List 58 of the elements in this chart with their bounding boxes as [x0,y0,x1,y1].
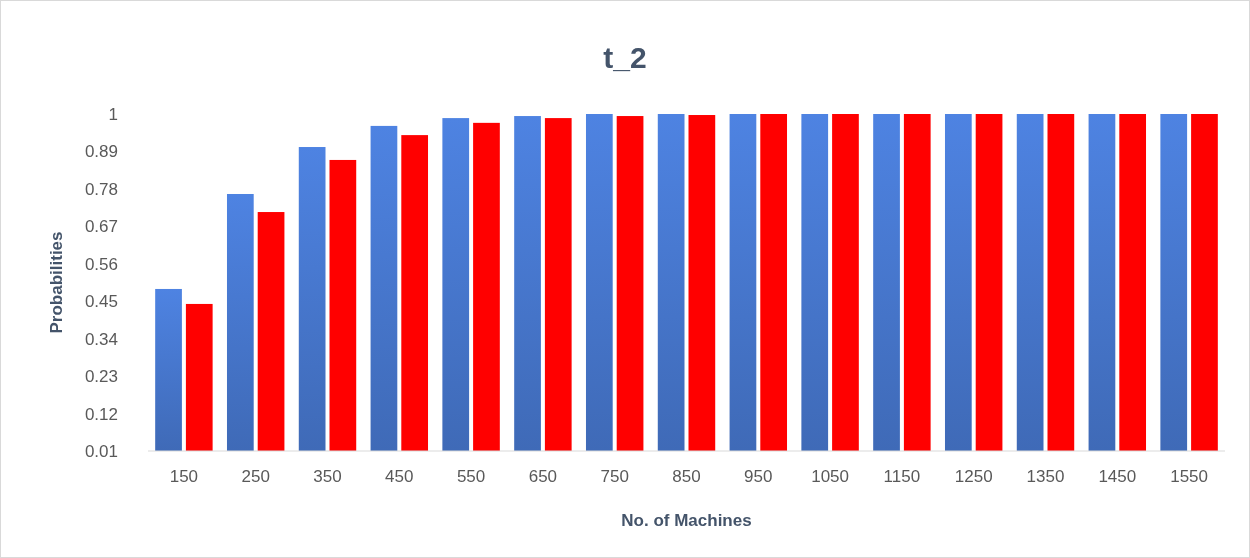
y-tick-label: 0.89 [84,142,118,162]
bar [1160,114,1188,451]
x-tick-label: 1350 [1026,467,1065,486]
bar [155,288,182,451]
y-tick-label: 0.67 [84,217,118,237]
y-tick-label: 0.78 [84,179,118,199]
bar [1016,114,1044,451]
bar [657,114,685,451]
x-tick-label: 750 [600,467,629,486]
bar [442,118,470,451]
y-tick-label: 0.01 [84,441,118,461]
y-tick-label: 0.45 [84,292,118,312]
y-tick-label: 0.56 [84,254,118,274]
bar [903,114,931,451]
y-axis-title: Probabilities [47,231,66,334]
x-tick-label: 650 [528,467,558,486]
x-tick-label: 250 [241,467,270,486]
bar [185,303,213,451]
bar [401,135,429,451]
bar [801,114,829,451]
bar [226,194,254,451]
bar [873,114,900,451]
y-tick-label: 1 [108,104,118,124]
x-tick-label: 850 [672,467,701,486]
x-tick-label: 1250 [954,467,993,486]
bar [1119,114,1147,451]
x-tick-label: 150 [169,467,199,486]
bar [473,122,500,451]
bar [514,116,541,451]
y-tick-label: 0.12 [84,404,118,424]
bar [544,118,572,451]
x-tick-label: 450 [385,467,414,486]
bar [832,114,859,451]
x-tick-label: 1050 [811,467,850,486]
bar [944,114,972,451]
chart-title: t_2 [603,41,647,74]
bar [1047,114,1075,451]
x-tick-label: 1450 [1098,467,1137,486]
y-tick-label: 0.34 [84,329,118,349]
bar [1191,114,1218,451]
y-tick-label: 0.23 [84,367,118,387]
x-tick-label: 1150 [883,467,921,486]
x-tick-label: 550 [456,467,486,486]
bar [298,147,326,451]
x-tick-label: 1550 [1170,467,1209,486]
bar [257,212,285,451]
x-tick-label: 350 [313,467,342,486]
bar [616,116,644,451]
x-tick-label: 950 [744,467,773,486]
bar [329,159,357,451]
bar [1088,114,1116,451]
x-axis-title: No. of Machines [621,511,752,530]
bar [729,114,757,451]
bar [975,114,1003,451]
bar [688,115,716,451]
bar [370,125,398,451]
bar [760,114,788,451]
bar [585,114,613,451]
